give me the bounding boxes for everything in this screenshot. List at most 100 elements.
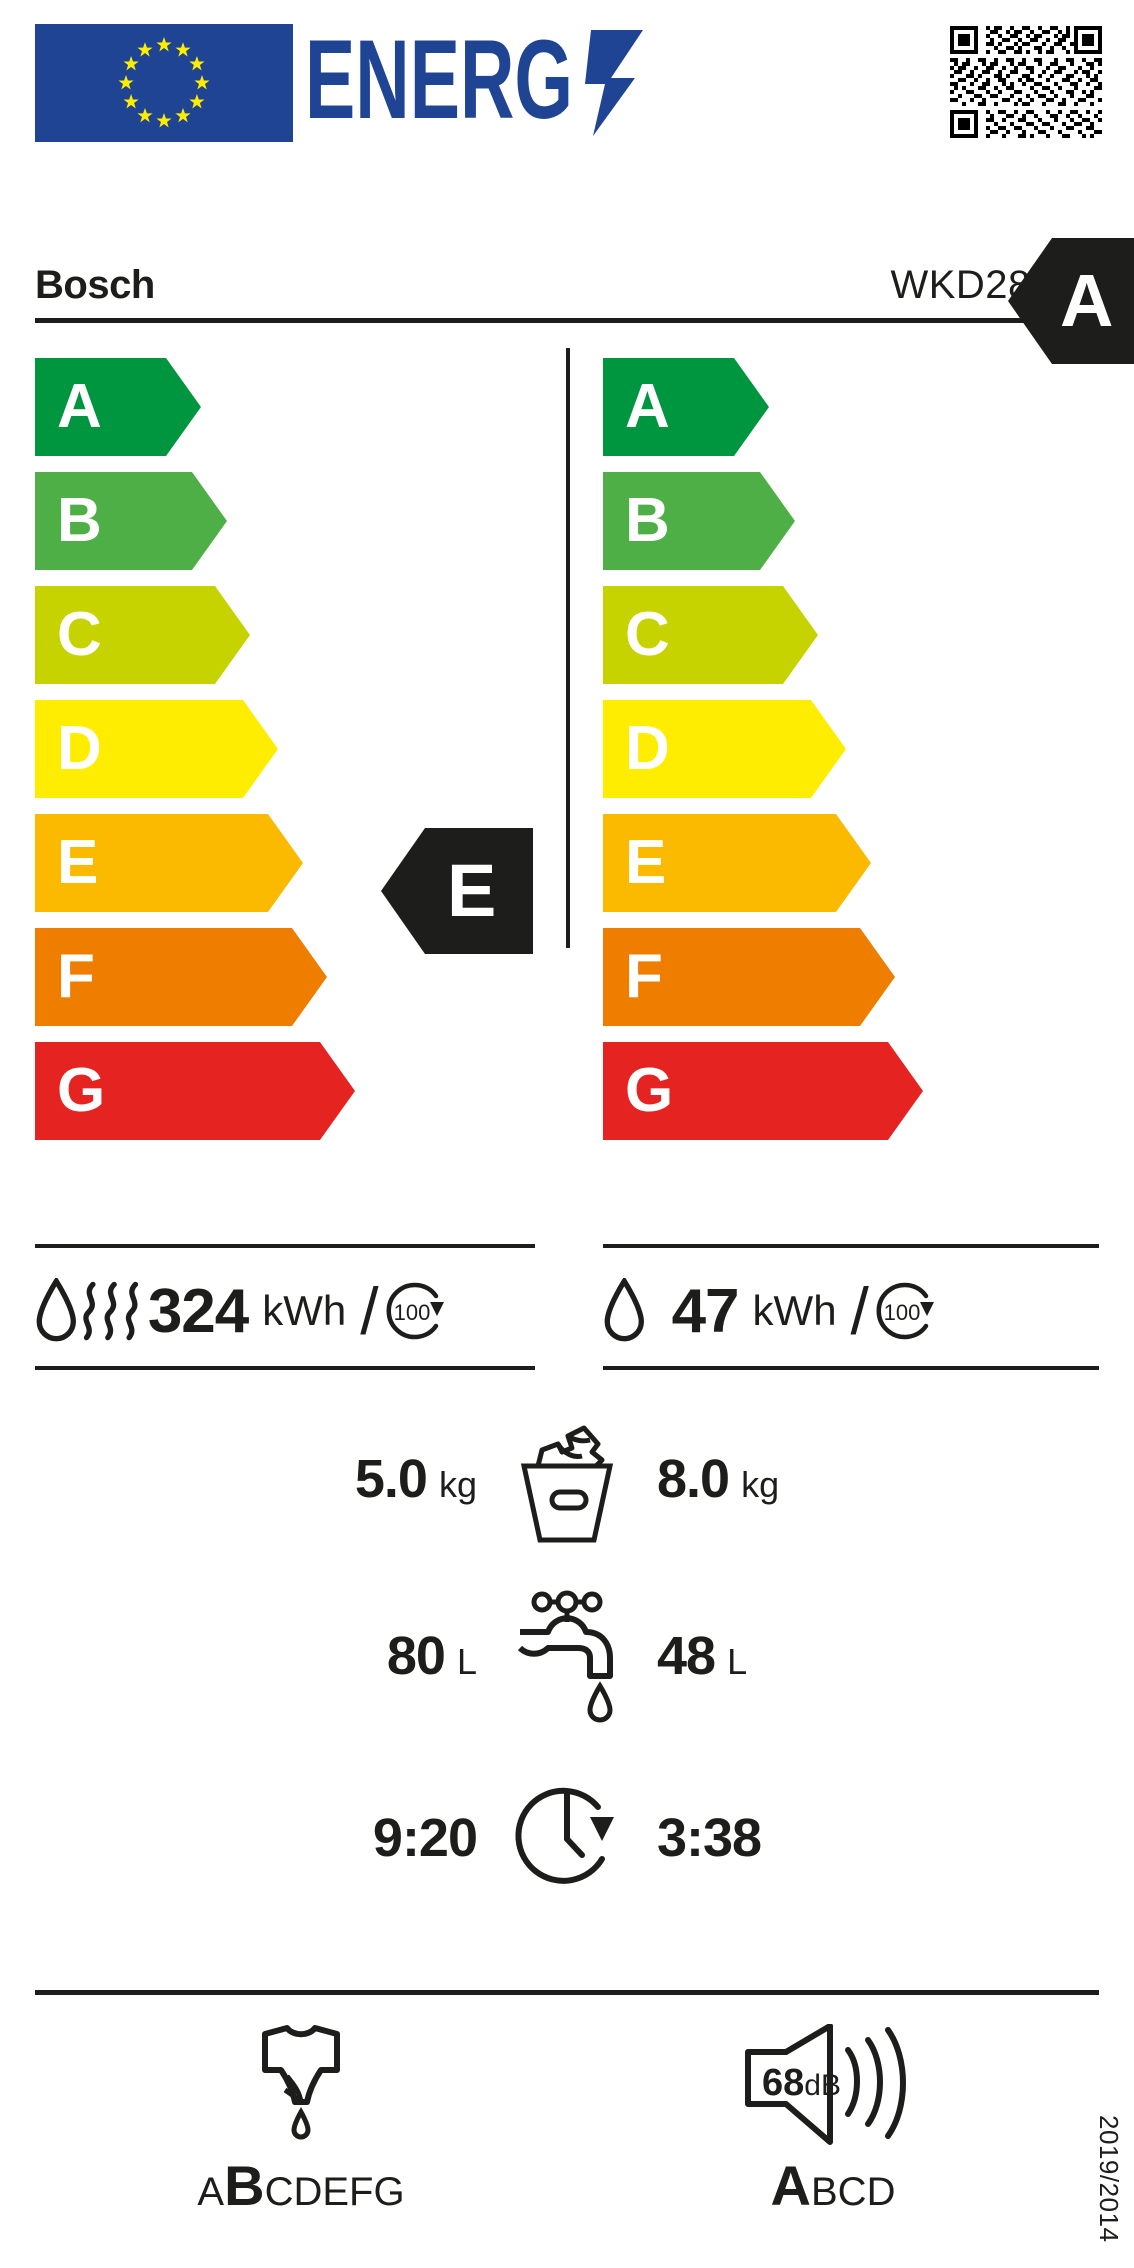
energy-value: 47: [671, 1276, 740, 1346]
arrow-shape-icon: [603, 1042, 923, 1140]
qr-code-icon: [946, 22, 1106, 142]
per-slash: /: [850, 1274, 869, 1348]
scale-letter: C: [625, 600, 670, 669]
energy-value: 324: [147, 1276, 249, 1346]
speaker-icon: 68dB: [738, 2022, 928, 2152]
scale-letter: F: [57, 942, 95, 1011]
spin-class-cell: ABCDEFG: [35, 2022, 567, 2222]
water-washdry-unit: L: [456, 1641, 477, 1682]
energy-unit: kWh: [262, 1287, 347, 1334]
divider-bottom: [35, 1990, 1099, 1995]
energ-wordmark: ENERG: [305, 22, 645, 142]
water-wash-unit: L: [727, 1641, 748, 1682]
svg-text:100: 100: [884, 1300, 921, 1325]
label-header: ENERG: [0, 0, 1134, 200]
arrow-shape-icon: [35, 1042, 355, 1140]
capacity-washdry: 5.0 kg: [147, 1448, 477, 1510]
rating-badge-washdry: E: [381, 828, 533, 954]
divider-energy-left-bottom: [35, 1366, 535, 1370]
brand-model-row: Bosch WKD28490: [35, 262, 1099, 314]
water-wash-value: 48: [657, 1626, 716, 1686]
tap-icon: [477, 1586, 657, 1726]
divider-energy-left-top: [35, 1244, 535, 1248]
divider-energy-right-bottom: [603, 1366, 1099, 1370]
eu-flag-icon: [35, 24, 293, 142]
arrow-shape-icon: [603, 700, 846, 798]
arrow-shape-icon: [35, 472, 227, 570]
energy-unit: kWh: [752, 1287, 837, 1334]
spin-class-scale: ABCDEFG: [197, 2158, 405, 2216]
water-washdry-value: 80: [386, 1626, 446, 1686]
scale-letter: A: [625, 372, 670, 441]
noise-class-scale: ABCD: [771, 2158, 896, 2216]
duration-washdry-value: 9:20: [372, 1808, 478, 1868]
capacity-washdry-value: 5.0: [354, 1449, 428, 1509]
water-row: 80 L 48 L: [35, 1576, 1099, 1736]
arrow-shape-icon: [35, 928, 327, 1026]
steam-icon: [78, 1278, 148, 1344]
scale-letter: A: [57, 372, 102, 441]
cycles-icon: 100: [871, 1280, 937, 1342]
rating-badge-wash: A: [1008, 238, 1134, 364]
noise-class-cell: 68dB ABCD: [567, 2022, 1099, 2222]
water-washdry: 80 L: [147, 1625, 477, 1687]
divider-under-brand: [35, 318, 1099, 323]
duration-row: 9:20 3:38: [35, 1768, 1099, 1908]
water-wash: 48 L: [657, 1625, 987, 1687]
noise-after: BCD: [811, 2170, 896, 2214]
scale-letter: G: [625, 1056, 674, 1125]
noise-db-value: 68: [762, 2062, 805, 2104]
laundry-basket-icon: [477, 1414, 657, 1544]
arrow-shape-icon: [603, 928, 895, 1026]
water-drop-icon: [35, 1278, 78, 1344]
scale-letter: D: [625, 714, 670, 783]
duration-wash-value: 3:38: [657, 1808, 762, 1868]
arrow-shape-icon: [603, 586, 818, 684]
brand-name: Bosch: [35, 263, 155, 307]
noise-selected: A: [770, 2154, 811, 2217]
arrow-shape-icon: [35, 586, 250, 684]
svg-text:100: 100: [393, 1300, 430, 1325]
duration-washdry: 9:20: [147, 1807, 478, 1869]
vertical-divider: [566, 348, 570, 948]
arrow-shape-icon: [35, 358, 201, 456]
noise-db-text: 68dB: [762, 2062, 841, 2105]
scale-letter: G: [57, 1056, 106, 1125]
capacity-washdry-unit: kg: [438, 1464, 477, 1505]
spin-before: A: [197, 2170, 225, 2214]
energy-washdry: 324 kWh / 100: [35, 1256, 535, 1366]
regulation-text: 2019/2014: [1094, 2114, 1124, 2242]
arrow-shape-icon: [35, 700, 278, 798]
cycles-icon: 100: [381, 1280, 447, 1342]
duration-wash: 3:38: [657, 1807, 987, 1869]
rating-badge-letter: E: [447, 849, 497, 932]
per-slash: /: [360, 1274, 379, 1348]
scale-letter: E: [57, 828, 99, 897]
spin-selected: B: [224, 2154, 265, 2217]
arrow-shape-icon: [603, 472, 795, 570]
clock-icon: [477, 1773, 657, 1903]
scale-letter: B: [625, 486, 670, 555]
arrow-shape-icon: [35, 814, 303, 912]
scale-letter: B: [57, 486, 102, 555]
scale-letter: C: [57, 600, 102, 669]
capacity-wash: 8.0 kg: [657, 1448, 987, 1510]
arrow-shape-icon: [603, 814, 871, 912]
capacity-row: 5.0 kg 8.0 kg: [35, 1404, 1099, 1554]
water-drop-icon: [603, 1278, 646, 1344]
tshirt-drip-icon: [221, 2022, 381, 2152]
spin-after: CDEFG: [264, 2170, 405, 2214]
scale-letter: E: [625, 828, 667, 897]
bottom-classes: ABCDEFG 68dB ABCD: [35, 2022, 1099, 2222]
divider-energy-right-top: [603, 1244, 1099, 1248]
capacity-wash-value: 8.0: [657, 1449, 730, 1509]
rating-badge-letter: A: [1060, 259, 1114, 342]
scale-letter: D: [57, 714, 102, 783]
arrow-shape-icon: [603, 358, 769, 456]
svg-text:ENERG: ENERG: [305, 22, 573, 142]
capacity-wash-unit: kg: [741, 1464, 780, 1505]
energy-wash: 47 kWh / 100: [603, 1256, 1099, 1366]
scale-letter: F: [625, 942, 663, 1011]
noise-db-unit: dB: [804, 2069, 841, 2102]
